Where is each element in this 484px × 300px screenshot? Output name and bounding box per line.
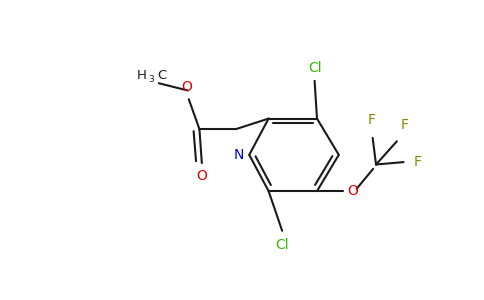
Text: Cl: Cl xyxy=(275,238,289,252)
Text: O: O xyxy=(182,80,192,94)
Text: N: N xyxy=(234,148,244,162)
Text: F: F xyxy=(367,113,375,127)
Text: 3: 3 xyxy=(149,75,154,84)
Text: H: H xyxy=(136,70,146,83)
Text: Cl: Cl xyxy=(308,61,321,75)
Text: O: O xyxy=(197,169,207,183)
Text: F: F xyxy=(414,155,422,169)
Text: F: F xyxy=(401,118,409,132)
Text: O: O xyxy=(347,184,358,198)
Text: C: C xyxy=(157,70,166,83)
